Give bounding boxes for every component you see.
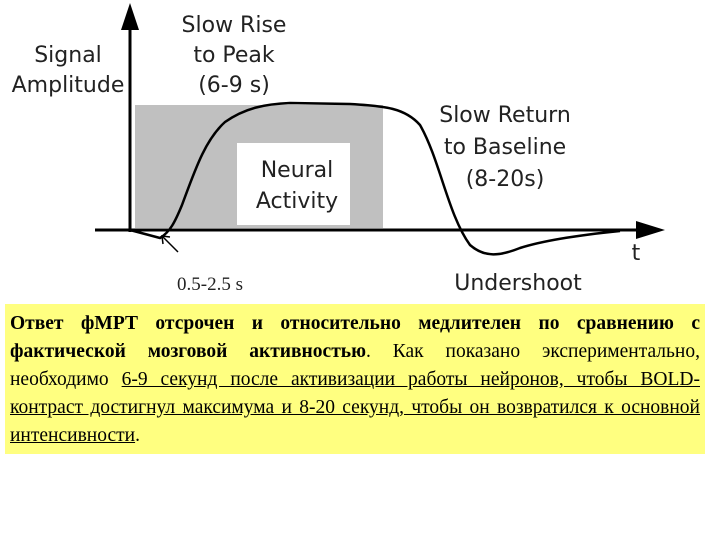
diagram: Signal Amplitude Slow Rise to Peak (6-9 …	[12, 3, 665, 296]
rise-label: Slow Rise	[182, 13, 287, 38]
text: .	[135, 425, 140, 446]
delay-pointer-head	[161, 235, 171, 245]
delay-pointer	[161, 235, 179, 253]
return-label: (8-20s)	[466, 167, 545, 192]
return-label: Slow Return	[439, 103, 571, 128]
x-arrow	[636, 221, 665, 239]
caption-box: Ответ фМРТ отсрочен и относительно медли…	[5, 304, 705, 454]
rise-label: (6-9 s)	[198, 73, 270, 98]
neural-label: Activity	[256, 189, 338, 214]
text: . Как показано экспериментально, необход…	[10, 341, 700, 390]
undershoot-label: Undershoot	[454, 271, 582, 296]
neural-label: Neural	[261, 158, 334, 183]
underlined-text: 6-9 секунд после активизации работы нейр…	[10, 369, 700, 446]
bold-response-curve	[129, 101, 621, 256]
neural-label-box	[237, 143, 350, 225]
bold-text: Ответ фМРТ отсрочен и относительно медли…	[10, 313, 700, 362]
y-axis-label: Amplitude	[12, 73, 125, 98]
y-axis-label: Signal	[34, 43, 102, 68]
y-arrow	[121, 3, 139, 30]
rise-label: to Peak	[193, 43, 275, 68]
x-axis-label: t	[632, 241, 641, 266]
delay-label: 0.5-2.5 s	[177, 274, 243, 295]
return-label: to Baseline	[444, 135, 566, 160]
